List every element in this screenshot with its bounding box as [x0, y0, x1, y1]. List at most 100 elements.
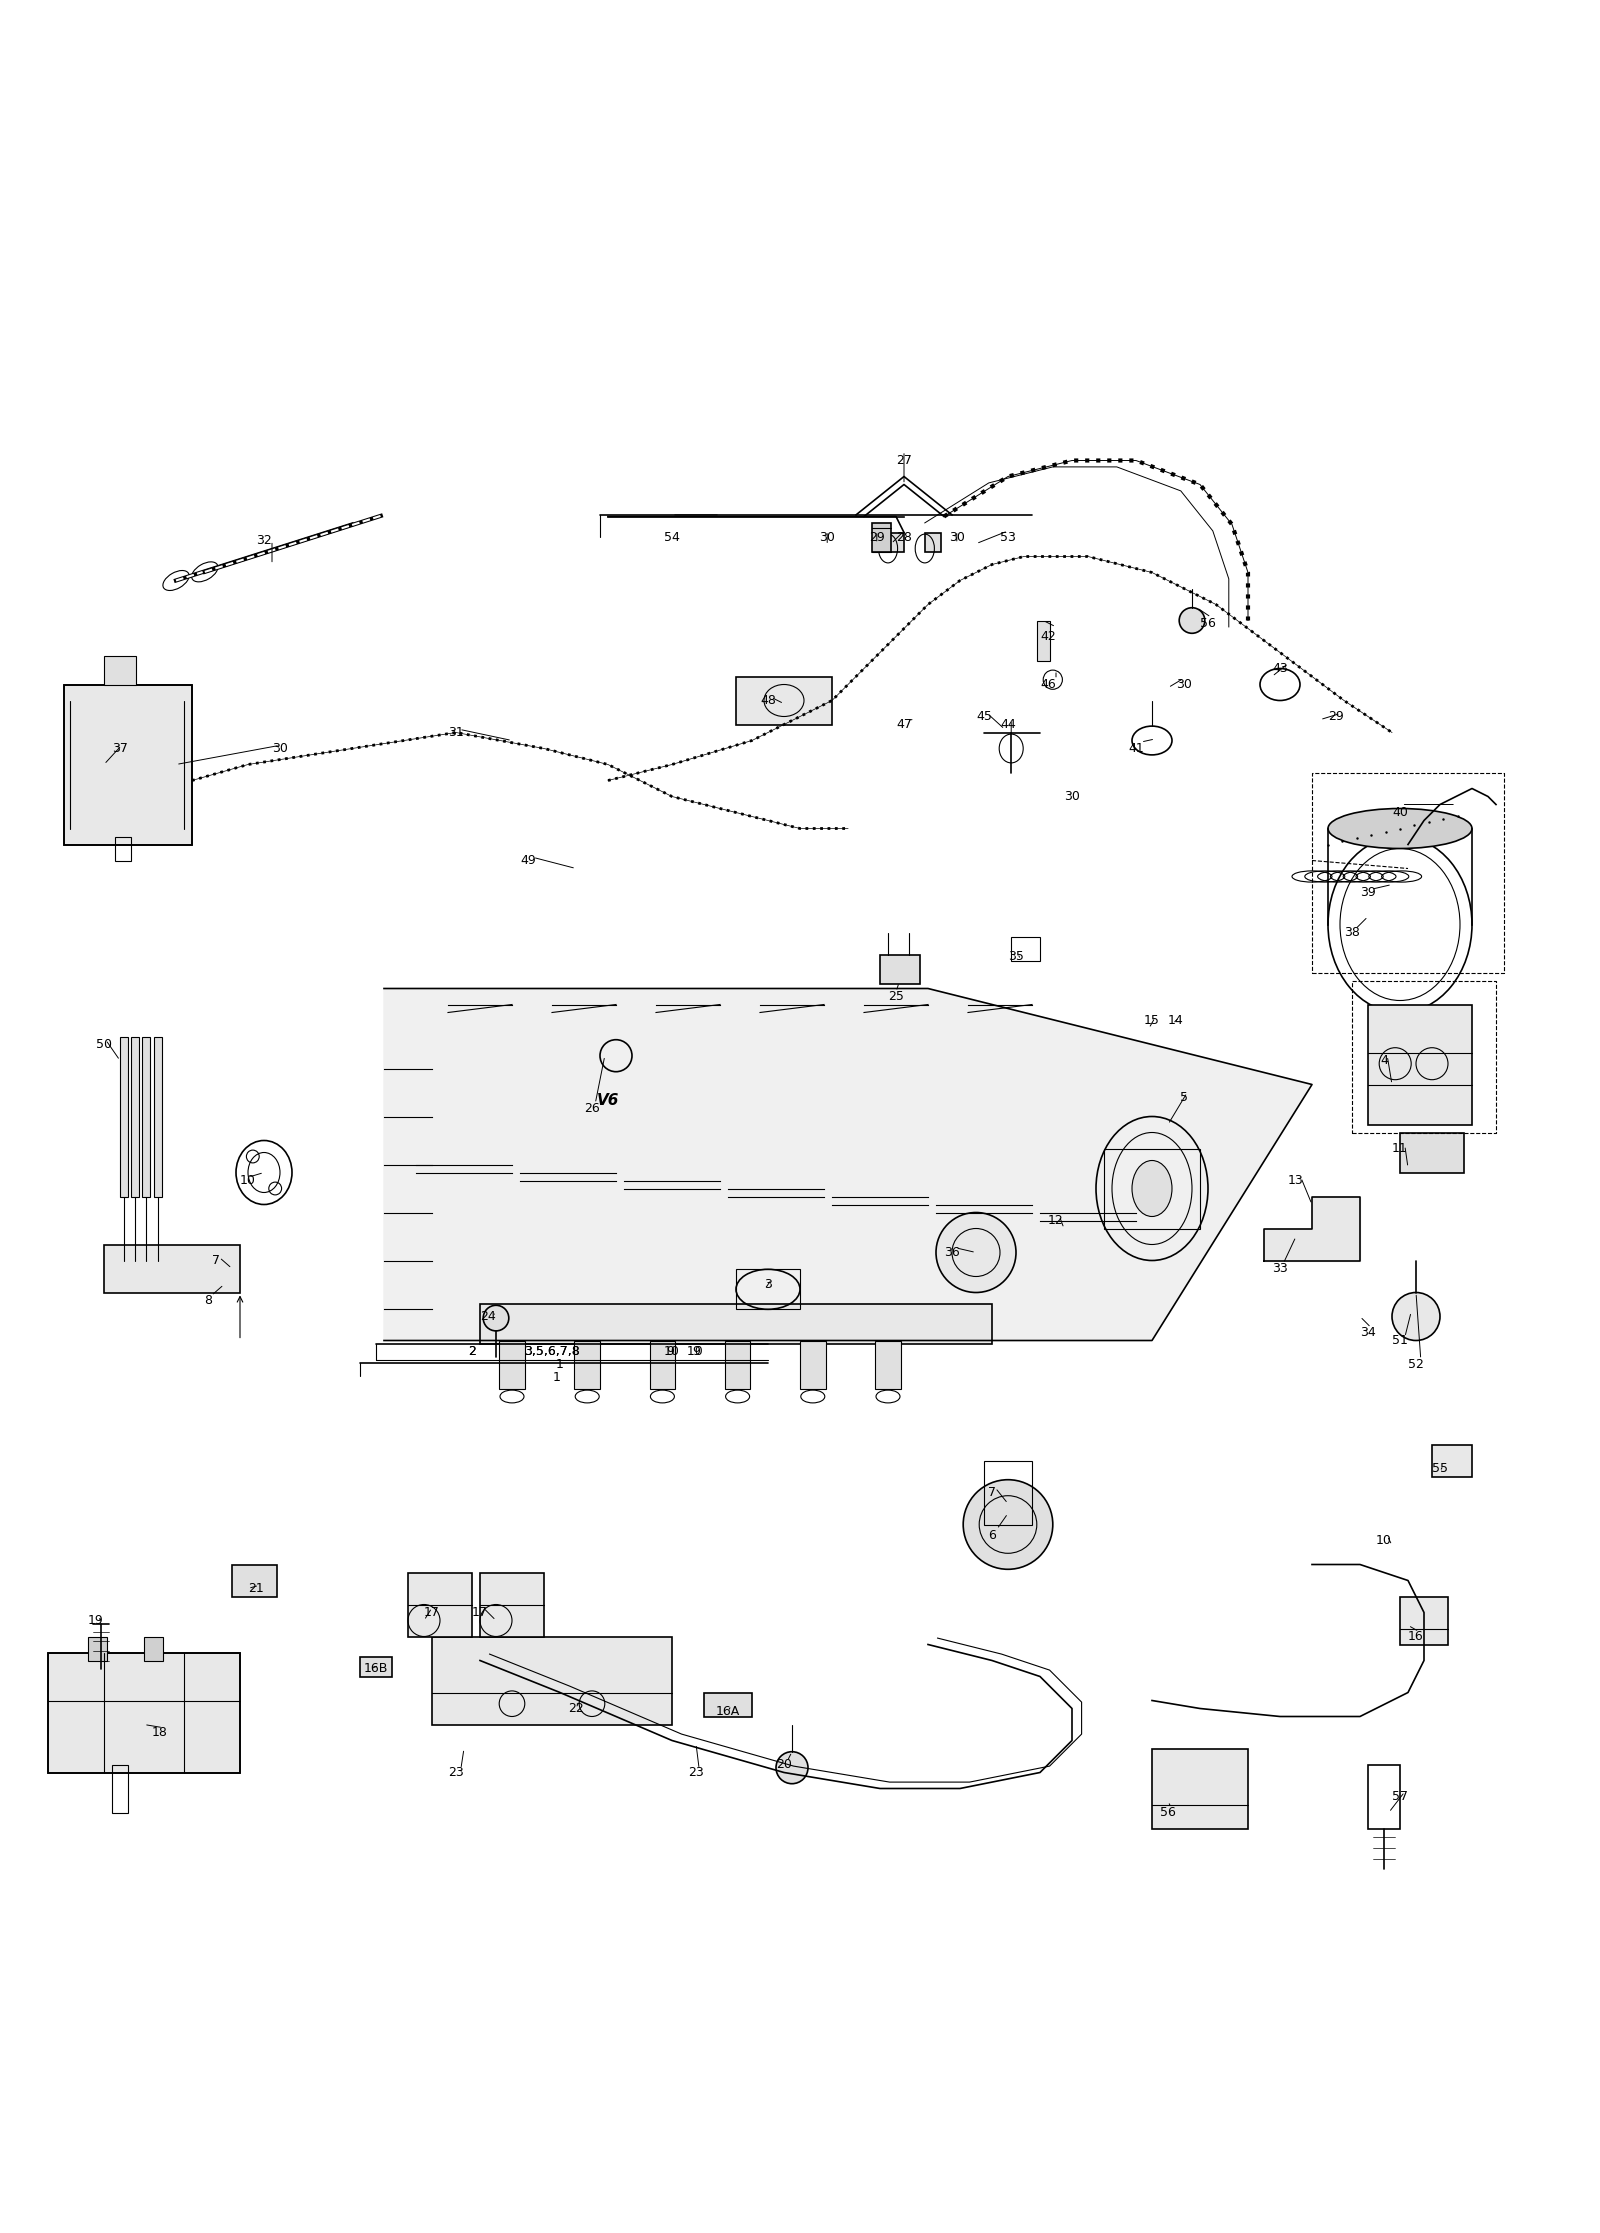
Ellipse shape — [1133, 1161, 1171, 1217]
Text: 38: 38 — [1344, 927, 1360, 940]
Bar — [1400, 1597, 1448, 1643]
Text: 22: 22 — [568, 1702, 584, 1715]
Text: 27: 27 — [896, 453, 912, 467]
Bar — [360, 1657, 392, 1677]
Bar — [408, 1572, 472, 1637]
Text: 11: 11 — [1392, 1141, 1408, 1154]
Bar — [64, 686, 192, 844]
Bar — [131, 1036, 139, 1197]
Text: 25: 25 — [888, 989, 904, 1003]
Circle shape — [1179, 607, 1205, 634]
Bar — [1368, 1764, 1400, 1829]
Polygon shape — [1264, 1197, 1360, 1259]
Bar — [499, 1340, 525, 1389]
Text: 16A: 16A — [715, 1706, 741, 1717]
Bar — [48, 1652, 240, 1773]
Text: 7: 7 — [211, 1255, 221, 1266]
Text: 48: 48 — [760, 694, 776, 708]
Text: 16B: 16B — [363, 1661, 389, 1675]
Text: 29: 29 — [1328, 710, 1344, 723]
Bar — [120, 1036, 128, 1197]
Bar — [925, 531, 941, 552]
Bar — [432, 1637, 672, 1724]
Text: 24: 24 — [480, 1311, 496, 1322]
Text: 52: 52 — [1408, 1358, 1424, 1371]
Text: 21: 21 — [248, 1581, 264, 1594]
Text: 15: 15 — [1144, 1014, 1160, 1027]
Text: 30: 30 — [949, 531, 965, 545]
Text: 6: 6 — [989, 1530, 995, 1543]
Bar — [725, 1340, 750, 1389]
Bar — [104, 657, 136, 686]
Text: 35: 35 — [1008, 949, 1024, 962]
Text: 29: 29 — [869, 531, 885, 545]
Text: 30: 30 — [1176, 679, 1192, 690]
Bar — [800, 1340, 826, 1389]
Text: 9   10: 9 10 — [667, 1344, 702, 1358]
Bar — [1432, 1445, 1472, 1476]
Bar — [1152, 1748, 1248, 1829]
Text: 40: 40 — [1392, 806, 1408, 820]
Text: 2: 2 — [469, 1344, 475, 1358]
Text: 17: 17 — [472, 1606, 488, 1619]
Text: 12: 12 — [1048, 1215, 1064, 1226]
Text: 23: 23 — [688, 1766, 704, 1780]
Circle shape — [1392, 1293, 1440, 1340]
Text: 54: 54 — [664, 531, 680, 545]
Text: 34: 34 — [1360, 1326, 1376, 1340]
Text: 43: 43 — [1272, 661, 1288, 674]
Text: 23: 23 — [448, 1766, 464, 1780]
Text: 5: 5 — [1181, 1090, 1187, 1103]
Bar — [64, 686, 192, 844]
Text: 33: 33 — [1272, 1262, 1288, 1275]
Text: 37: 37 — [112, 741, 128, 755]
Bar — [480, 1572, 544, 1637]
Text: 18: 18 — [152, 1726, 168, 1740]
Bar — [115, 837, 131, 860]
Circle shape — [483, 1306, 509, 1331]
Text: 1: 1 — [557, 1358, 563, 1371]
Bar — [1011, 938, 1040, 960]
Text: 8: 8 — [205, 1293, 211, 1306]
Text: 30: 30 — [272, 741, 288, 755]
Polygon shape — [384, 989, 1312, 1340]
Text: 28: 28 — [896, 531, 912, 545]
Text: 50: 50 — [96, 1038, 112, 1052]
Bar — [142, 1036, 150, 1197]
Bar — [144, 1637, 163, 1661]
Bar — [872, 523, 891, 552]
Bar — [736, 677, 832, 723]
Text: 39: 39 — [1360, 887, 1376, 900]
Text: 57: 57 — [1392, 1791, 1408, 1802]
Circle shape — [936, 1213, 1016, 1293]
Text: 51: 51 — [1392, 1333, 1408, 1346]
Text: 36: 36 — [944, 1246, 960, 1259]
Text: 31: 31 — [448, 726, 464, 739]
Text: 44: 44 — [1000, 719, 1016, 730]
Text: 1: 1 — [554, 1371, 560, 1384]
Text: 2: 2 — [469, 1344, 475, 1358]
Bar — [574, 1340, 600, 1389]
Text: 45: 45 — [976, 710, 992, 723]
Text: 49: 49 — [520, 853, 536, 866]
Text: 20: 20 — [776, 1757, 792, 1771]
Bar — [1368, 1005, 1472, 1125]
Bar — [112, 1764, 128, 1813]
Bar — [1104, 1148, 1200, 1228]
Text: 19: 19 — [88, 1614, 104, 1628]
Text: 32: 32 — [256, 534, 272, 547]
Text: 10: 10 — [664, 1344, 680, 1358]
Text: 53: 53 — [1000, 531, 1016, 545]
Text: 47: 47 — [896, 719, 912, 730]
Text: 56: 56 — [1200, 616, 1216, 630]
Text: 10: 10 — [240, 1175, 256, 1188]
Text: 26: 26 — [584, 1103, 600, 1114]
Text: 4: 4 — [1381, 1054, 1387, 1067]
Bar — [1400, 1132, 1464, 1172]
Text: 41: 41 — [1128, 741, 1144, 755]
Circle shape — [776, 1751, 808, 1784]
Bar — [875, 1340, 901, 1389]
Bar — [154, 1036, 162, 1197]
Bar — [704, 1693, 752, 1717]
Text: 55: 55 — [1432, 1463, 1448, 1476]
